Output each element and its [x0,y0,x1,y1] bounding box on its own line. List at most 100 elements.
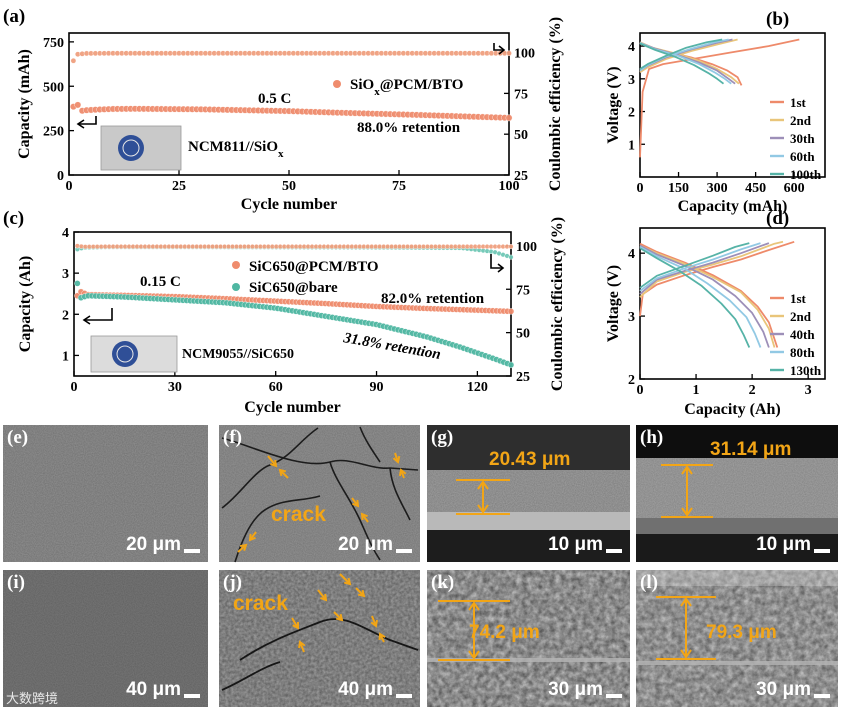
scale-text-k: 30 μm [548,679,603,700]
crack-arrow-j-head [378,632,386,641]
x-tick-label: 3 [805,383,812,398]
panel-label-f: (f) [223,427,242,448]
y-axis-label: Voltage (V) [605,265,622,342]
panel-label-e: (e) [7,427,29,448]
data-point-efficiency [70,57,77,64]
legend-label: SiOx@PCM/BTO [350,77,463,98]
sem-tile-k: (k) 74.2 μm 30 μm [427,570,630,707]
scale-bar-l: 30 μm [756,679,830,701]
thickness-marker-h-head-down [681,507,693,517]
data-point-efficiency-bare [508,254,514,260]
sem-image-e [3,425,208,562]
scale-text-h: 10 μm [756,534,811,555]
scale-bar-g: 10 μm [548,534,622,556]
panel-label: (a) [3,6,25,27]
legend-text: SiO [350,77,374,93]
y-tick-label: 1 [62,349,69,364]
scale-text-i: 40 μm [126,679,181,700]
y-axis-label: Capacity (mAh) [16,49,33,159]
x-tick-label: 600 [784,181,805,196]
y-tick-label: 4 [628,40,635,55]
x-axis-label: Cycle number [241,196,337,213]
x-tick-label: 0 [637,383,644,398]
x-tick-label: 0 [71,380,78,395]
y-tick-label: 2 [628,373,635,388]
crack-label-j: crack [233,592,288,615]
thickness-marker-g-head-down [477,504,489,514]
chart-d: 0 1 2 3 2 3 4 Capacity (Ah) Voltage (V) (d) 1st 2nd… [605,208,826,418]
y2-tick-label: 75 [516,283,530,298]
curve-1st-charge [639,38,800,158]
x-tick-label: 450 [745,181,766,196]
thickness-label-k: 74.2 μm [469,622,540,643]
crack-arrow-j-head [335,613,344,622]
thickness-marker-k-head-down [468,650,480,660]
thickness-label-l: 79.3 μm [706,622,777,643]
data-point-capacity-bare [507,361,515,369]
legend-label: 1st [790,95,807,110]
sem-image-f [219,425,420,563]
y-tick-label: 2 [62,308,69,323]
y-tick-label: 4 [62,226,69,241]
scale-text-j: 40 μm [338,679,393,700]
crack-arrow-j [291,617,299,629]
curve-40th-discharge [639,244,770,348]
scale-bar-h: 10 μm [756,534,830,556]
x-tick-label: 150 [668,181,689,196]
plot-frame [639,227,826,380]
data-point-capacity-bare [74,280,81,287]
chart-a: 0 25 50 75 100 0 250 500 750 Cycle number Capacity… [3,6,564,213]
legend-label: SiC650@bare [249,280,338,296]
sem-tile-i: (i) 40 μm [3,570,208,707]
axis-arrow-right [493,43,504,51]
scale-bar-f: 20 μm [338,534,412,556]
crack-arrow-f-head [278,468,287,477]
x-tick-label: 25 [172,179,186,194]
curve-100th-discharge [639,42,725,85]
thickness-label-g: 20.43 μm [489,449,571,470]
panel-label-j: (j) [223,572,242,593]
legend-marker [232,261,240,269]
y2-tick-label: 75 [514,87,528,102]
sem-images [3,425,838,707]
curve-130th-discharge [639,247,751,348]
panel-label-l: (l) [640,572,658,593]
panel-label: (d) [766,208,789,229]
crack-arrow-j-head [370,619,378,628]
y2-tick-label: 25 [514,169,528,184]
sem-image-j [219,570,420,707]
y-tick-label: 3 [628,310,635,325]
chart-c: 0 30 60 90 120 1 2 3 4 Cycle number Capacity (Ah) (… [3,208,566,416]
sem-image-l [636,570,838,707]
cell-text: NCM811//SiO [188,139,278,155]
x-axis-label: Capacity (mAh) [678,198,788,215]
thickness-marker-h-head-up [681,465,693,475]
legend-label: 40th [790,327,815,342]
thickness-marker-l-head-up [680,597,692,607]
sem-tile-j: (j) crack 40 μm [219,570,420,707]
pouch-logo-ring [122,139,140,157]
crack-arrow-f-head [270,459,278,468]
pouch-logo [112,341,138,367]
crack-arrow-f [267,455,277,467]
sem-image-h [636,425,838,562]
y-tick-label: 3 [62,267,69,282]
crack-arrow-f-head [398,468,407,477]
y-tick-label: 2 [628,106,635,121]
y-axis-label: Capacity (Ah) [17,256,34,352]
y-tick-label: 1 [628,138,635,153]
thickness-marker-g-head-up [477,480,489,490]
cell-label: NCM9055//SiC650 [182,347,294,362]
x-tick-label: 60 [269,380,283,395]
sem-tile-e: (e) 20 μm [3,425,208,562]
legend-label: 100th [790,167,822,182]
y-tick-label: 0 [57,169,64,184]
scale-text-l: 30 μm [756,679,811,700]
legend-label: 1st [790,291,807,306]
thickness-marker-k-head-up [468,601,480,611]
x-tick-label: 2 [749,383,756,398]
arrowhead [76,119,85,129]
legend-marker [232,283,240,291]
crack-arrow-j-head [320,593,328,602]
